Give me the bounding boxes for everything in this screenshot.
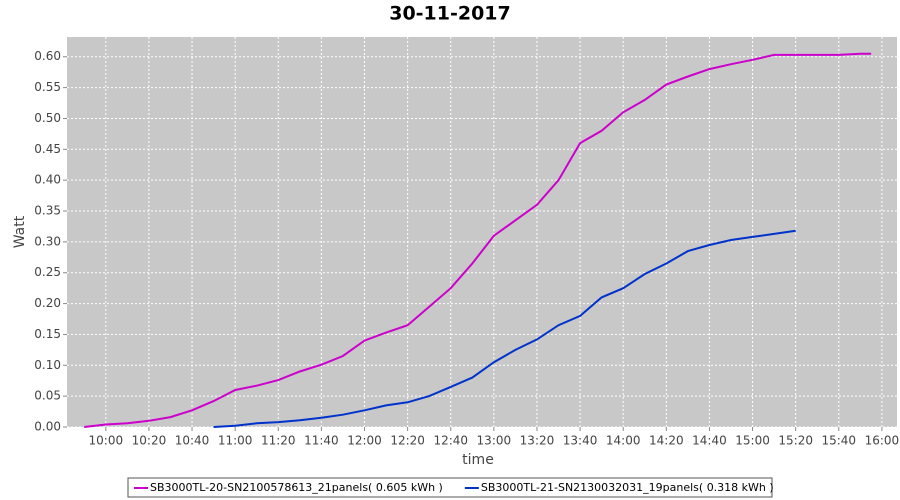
x-tick-label: 11:00 <box>218 434 253 448</box>
y-tick-label: 0.50 <box>34 111 61 125</box>
x-tick-label: 12:40 <box>433 434 468 448</box>
y-tick-label: 0.45 <box>34 142 61 156</box>
y-tick-label: 0.25 <box>34 265 61 279</box>
x-tick-label: 13:20 <box>520 434 555 448</box>
x-tick-label: 15:00 <box>735 434 770 448</box>
series-line <box>84 52 872 428</box>
y-tick-label: 0.00 <box>34 420 61 434</box>
y-tick-label: 0.60 <box>34 49 61 63</box>
x-tick-label: 14:00 <box>606 434 641 448</box>
x-tick-label: 12:00 <box>347 434 382 448</box>
legend <box>127 477 773 498</box>
x-axis-label: time <box>462 452 494 468</box>
x-tick-label: 10:40 <box>175 434 210 448</box>
y-tick-label: 0.15 <box>34 327 61 341</box>
x-tick-label: 14:40 <box>692 434 727 448</box>
x-tick-label: 12:20 <box>390 434 425 448</box>
y-tick-label: 0.10 <box>34 358 61 372</box>
series-line <box>213 229 796 428</box>
y-tick-label: 0.20 <box>34 296 61 310</box>
x-tick-label: 10:00 <box>89 434 124 448</box>
x-tick-label: 10:20 <box>132 434 167 448</box>
y-tick-label: 0.05 <box>34 389 61 403</box>
x-tick-label: 13:40 <box>563 434 598 448</box>
x-tick-label: 14:20 <box>649 434 684 448</box>
plot-area <box>67 37 897 427</box>
y-tick-label: 0.35 <box>34 204 61 218</box>
x-tick-label: 16:00 <box>865 434 900 448</box>
x-tick-label: 11:40 <box>304 434 339 448</box>
chart-title: 30-11-2017 <box>389 3 511 25</box>
x-tick-label: 13:00 <box>477 434 512 448</box>
x-tick-label: 15:20 <box>778 434 813 448</box>
y-tick-label: 0.30 <box>34 234 61 248</box>
y-axis-label: Watt <box>12 215 28 248</box>
legend-label: SB3000TL-20-SN2100578613_21panels( 0.605… <box>150 481 443 494</box>
y-tick-label: 0.40 <box>34 173 61 187</box>
legend-label: SB3000TL-21-SN2130032031_19panels( 0.318… <box>481 481 774 494</box>
x-tick-label: 15:40 <box>821 434 856 448</box>
y-tick-label: 0.55 <box>34 80 61 94</box>
x-tick-label: 11:20 <box>261 434 296 448</box>
